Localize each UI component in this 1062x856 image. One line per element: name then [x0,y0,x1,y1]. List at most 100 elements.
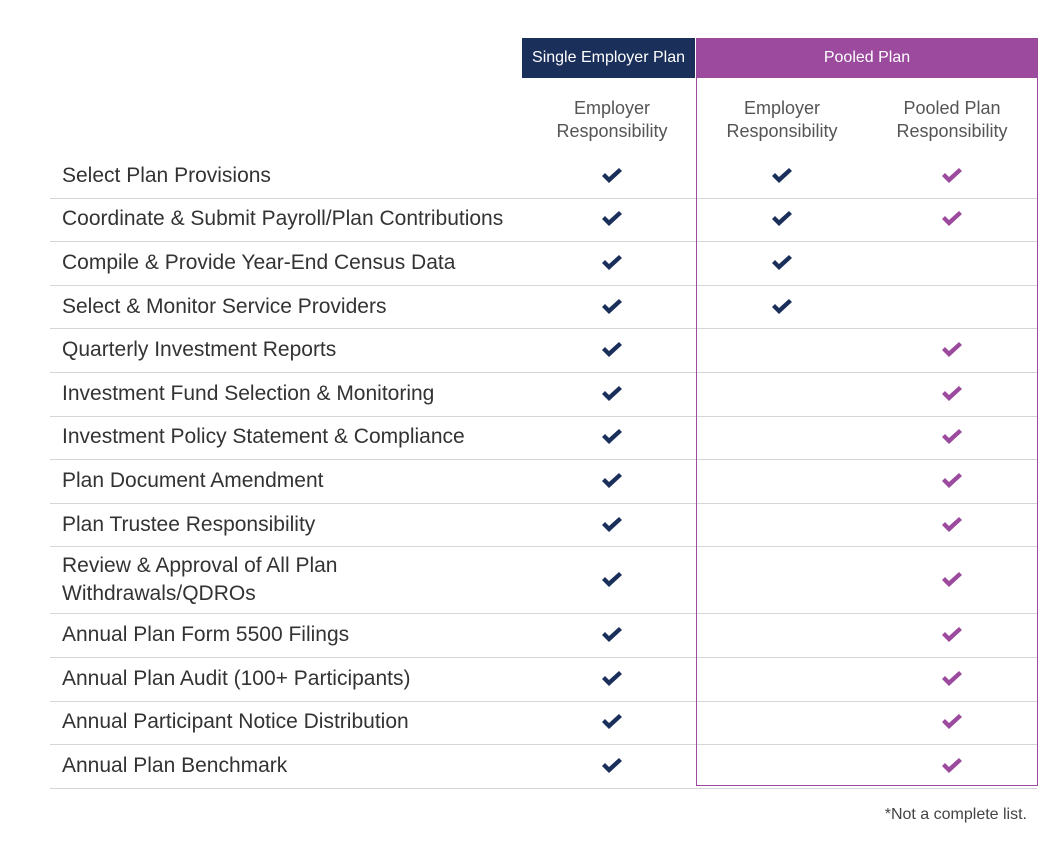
check-mark [942,473,962,488]
check-shape [602,571,622,587]
check-shape [602,670,622,686]
check-mark [772,298,792,314]
check-shape [602,473,622,488]
row-label: Select Plan Provisions [62,162,271,190]
check-mark [942,211,962,227]
check-shape [602,714,622,730]
check-mark [602,627,622,643]
row-label-line: Investment Fund Selection & Monitoring [62,381,435,405]
check-shape [772,167,792,183]
check-mark [602,211,622,227]
check-mark [602,473,622,488]
check-mark [602,670,622,686]
row-label: Review & Approval of All Plan Withdrawals… [62,552,337,608]
row-label-line: Plan Document Amendment [62,469,324,492]
check-mark [942,571,962,587]
row-label: Quarterly Investment Reports [62,336,336,364]
check-mark [602,385,622,401]
check-mark [602,714,622,730]
check-shape [942,516,962,532]
column-header-line: Responsibility [556,121,668,141]
group-header: Pooled Plan [697,38,1037,78]
column-header-line: Employer [743,98,821,118]
row-label: Compile & Provide Year-End Census Data [62,249,455,277]
check-mark [602,255,622,270]
row-label-line: Review & Approval of All Plan [62,553,338,577]
row-label: Annual Plan Form 5500 Filings [62,621,349,649]
column-header-line: Responsibility [896,121,1008,141]
row-separator [50,613,1037,615]
row-label-line: Select Plan Provisions [62,163,271,187]
group-header: Single Employer Plan [522,38,695,78]
check-shape [602,211,622,227]
check-mark [602,758,622,773]
check-shape [602,167,622,183]
check-mark [942,627,962,643]
row-separator [50,372,1037,373]
row-separator [50,197,1037,199]
row-label-line: Annual Plan Form 5500 Filings [62,623,350,647]
row-label-line: Quarterly Investment Reports [62,338,337,362]
check-mark [942,516,962,532]
check-mark [772,211,792,227]
pooled-frame [696,38,1038,786]
check-mark [772,167,792,183]
row-label: Plan Document Amendment [62,467,323,495]
row-label-line: Annual Plan Audit (100+ Participants) [62,666,411,690]
check-shape [772,211,792,227]
check-mark [942,342,962,358]
row-label: Investment Fund Selection & Monitoring [62,380,434,408]
check-shape [602,627,622,643]
row-separator [50,241,1037,243]
column-header-line: Pooled Plan [903,98,1001,118]
check-shape [602,298,622,314]
check-mark [942,429,962,445]
row-separator [50,657,1037,658]
check-mark [602,571,622,587]
row-label: Investment Policy Statement & Compliance [62,423,465,451]
row-label-line: Select & Monitor Service Providers [62,294,387,318]
check-shape [942,571,962,587]
column-header: Employer Responsibility [527,97,697,143]
row-label-line: Annual Plan Benchmark [62,754,288,777]
row-label-line: Compile & Provide Year-End Census Data [62,251,456,274]
row-separator [50,744,1037,746]
column-header: Employer Responsibility [697,97,867,143]
check-mark [942,670,962,686]
row-label: Select & Monitor Service Providers [62,293,386,321]
check-mark [772,255,792,270]
check-shape [942,385,962,401]
row-separator [50,459,1037,461]
check-shape [602,758,622,773]
check-mark [602,298,622,314]
check-shape [942,473,962,488]
row-separator [50,502,1037,504]
row-separator [50,546,1037,548]
check-shape [772,298,792,314]
check-shape [602,429,622,445]
footnote: *Not a complete list. [884,806,1027,823]
row-label: Plan Trustee Responsibility [62,511,315,539]
check-shape [602,516,622,532]
check-mark [942,167,962,183]
check-shape [942,167,962,183]
row-label-line: Plan Trustee Responsibility [62,512,316,536]
row-label: Annual Plan Audit (100+ Participants) [62,665,410,693]
row-label: Coordinate & Submit Payroll/Plan Contrib… [62,205,503,233]
check-mark [602,516,622,532]
check-shape [602,255,622,270]
row-label: Annual Participant Notice Distribution [62,708,409,736]
check-mark [942,385,962,401]
row-separator [50,415,1037,417]
column-header: Pooled Plan Responsibility [867,97,1037,143]
column-header-line: Responsibility [726,121,838,141]
row-separator [50,328,1037,330]
check-shape [942,211,962,227]
row-separator [50,284,1037,286]
check-shape [942,758,962,773]
check-shape [772,255,792,270]
row-label-line: Coordinate & Submit Payroll/Plan Contrib… [62,207,504,231]
check-shape [942,714,962,730]
row-label-line: Annual Participant Notice Distribution [62,710,409,734]
